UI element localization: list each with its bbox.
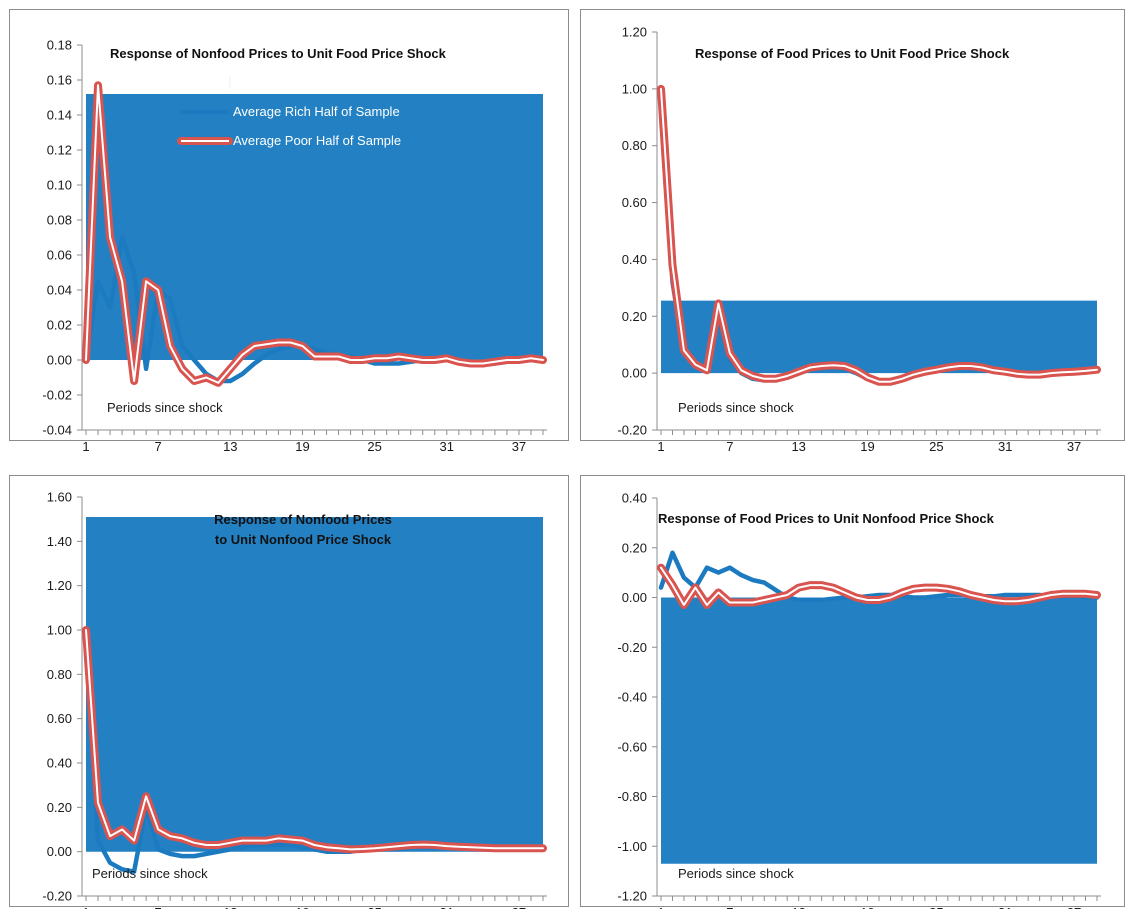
x-axis-label: Periods since shock (92, 866, 208, 881)
series-line-poor-inner (85, 629, 544, 851)
y-tick-label: 0.20 (622, 540, 647, 555)
y-tick-label: 0.80 (47, 667, 72, 682)
y-tick-label: 0.16 (47, 73, 72, 88)
x-tick-label: 31 (440, 905, 454, 909)
x-tick-label: 1 (82, 439, 89, 454)
y-tick-label: 0.00 (47, 353, 72, 368)
series-line-poor-inner (660, 566, 1098, 606)
x-tick-label: 25 (929, 905, 943, 909)
y-tick-label: -0.40 (617, 690, 647, 705)
y-tick-label: 1.40 (47, 534, 72, 549)
y-tick-label: 0.40 (47, 756, 72, 771)
y-tick-label: -0.20 (42, 889, 72, 904)
x-tick-label: 7 (726, 905, 733, 909)
y-tick-label: 1.20 (622, 25, 647, 40)
chart-title: Response of Nonfood Prices (214, 512, 392, 527)
y-tick-label: 0.04 (47, 283, 72, 298)
area-cumulative-difference (86, 517, 543, 852)
y-tick-label: 0.18 (47, 38, 72, 53)
x-tick-label: 37 (1067, 439, 1081, 454)
y-tick-label: 0.12 (47, 143, 72, 158)
chart-svg: -1.20 -1.00 -0.80 -0.60 -0.40 -0.20 0.00 0.20 0.… (617, 491, 1101, 909)
chart-svg: -0.04 -0.02 0.00 0.02 0.04 0.06 0.08 0.10 0.12 0.… (42, 38, 547, 454)
x-axis-label: Periods since shock (678, 866, 794, 881)
x-tick-label: 7 (155, 439, 162, 454)
y-tick-label: -1.20 (617, 889, 647, 904)
y-tick-label: 0.00 (622, 590, 647, 605)
x-tick-label: 19 (860, 905, 874, 909)
x-tick-label: 25 (367, 905, 381, 909)
series-line-poor-inner (85, 84, 544, 384)
y-tick-label: 1.00 (47, 623, 72, 638)
y-tick-label: 0.20 (622, 309, 647, 324)
y-tick-label: 0.00 (622, 366, 647, 381)
x-tick-label: 1 (657, 439, 664, 454)
area-cumulative-difference (86, 94, 543, 360)
y-tick-label: 0.06 (47, 248, 72, 263)
y-tick-label: 0.10 (47, 178, 72, 193)
y-tick-label: 1.20 (47, 578, 72, 593)
chart-svg: -0.20 0.00 0.20 0.40 0.60 0.80 1.00 1.20 1.40 1.6… (42, 490, 547, 909)
y-tick-label: -0.20 (617, 640, 647, 655)
y-tick-label: -1.00 (617, 839, 647, 854)
y-tick-label: -0.04 (42, 423, 72, 438)
x-tick-label: 13 (791, 439, 805, 454)
y-tick-label: 0.40 (622, 491, 647, 506)
x-tick-label: 31 (440, 439, 454, 454)
area-cumulative-difference (661, 300, 1097, 374)
x-tick-label: 31 (998, 905, 1012, 909)
chart-title: Response of Nonfood Prices to Unit Food … (110, 46, 447, 61)
x-tick-label: 7 (155, 905, 162, 909)
x-axis-label: Periods since shock (107, 400, 223, 415)
x-tick-label: 37 (1067, 905, 1081, 909)
x-axis-label: Periods since shock (678, 400, 794, 415)
legend-entry-label: Average Rich Half of Sample (233, 104, 400, 119)
y-tick-label: 0.60 (47, 711, 72, 726)
chart-svg: -0.20 0.00 0.20 0.40 0.60 0.80 1.00 1.20 1 7 13 19 2… (617, 25, 1101, 454)
series-line-rich (658, 550, 1100, 603)
x-tick-label: 19 (295, 439, 309, 454)
y-tick-label: 0.02 (47, 318, 72, 333)
chart-panel-nonfood-food-shock: -0.04 -0.02 0.00 0.02 0.04 0.06 0.08 0.10 0.12 0.… (9, 9, 569, 454)
chart-title: Response of Food Prices to Unit Nonfood … (658, 511, 995, 526)
y-tick-label: 0.20 (47, 800, 72, 815)
x-tick-label: 25 (929, 439, 943, 454)
y-tick-label: -0.20 (617, 423, 647, 438)
chart-panel-food-nonfood-shock: -1.20 -1.00 -0.80 -0.60 -0.40 -0.20 0.00 0.20 0.… (580, 475, 1125, 909)
series-line-poor-inner (660, 87, 1098, 383)
y-tick-label: -0.60 (617, 739, 647, 754)
x-tick-label: 31 (998, 439, 1012, 454)
y-tick-label: 0.00 (47, 844, 72, 859)
x-tick-label: 37 (512, 439, 526, 454)
y-tick-label: 0.60 (622, 195, 647, 210)
x-tick-label: 1 (82, 905, 89, 909)
chart-title: to Unit Nonfood Price Shock (215, 532, 392, 547)
y-tick-label: -0.02 (42, 388, 72, 403)
y-tick-label: 0.14 (47, 108, 72, 123)
x-tick-label: 13 (223, 439, 237, 454)
x-tick-label: 37 (512, 905, 526, 909)
y-tick-label: 1.00 (622, 81, 647, 96)
area-cumulative-difference (661, 597, 1097, 864)
chart-panel-nonfood-nonfood-shock: -0.20 0.00 0.20 0.40 0.60 0.80 1.00 1.20 1.40 1.6… (9, 475, 569, 909)
y-tick-label: 1.60 (47, 490, 72, 505)
legend-entry-label: Cumulative Difference (233, 75, 361, 90)
chart-panel-food-food-shock: -0.20 0.00 0.20 0.40 0.60 0.80 1.00 1.20 1 7 13 19 2… (580, 9, 1125, 454)
chart-title: Response of Food Prices to Unit Food Pri… (695, 46, 1010, 61)
x-tick-label: 13 (223, 905, 237, 909)
y-tick-label: 0.80 (622, 138, 647, 153)
legend-entry-label: Average Poor Half of Sample (233, 133, 401, 148)
x-tick-label: 13 (791, 905, 805, 909)
y-tick-label: -0.80 (617, 789, 647, 804)
x-tick-label: 1 (657, 905, 664, 909)
x-tick-label: 25 (367, 439, 381, 454)
y-tick-label: 0.40 (622, 252, 647, 267)
x-tick-label: 7 (726, 439, 733, 454)
x-tick-label: 19 (860, 439, 874, 454)
x-tick-label: 19 (295, 905, 309, 909)
y-tick-label: 0.08 (47, 213, 72, 228)
